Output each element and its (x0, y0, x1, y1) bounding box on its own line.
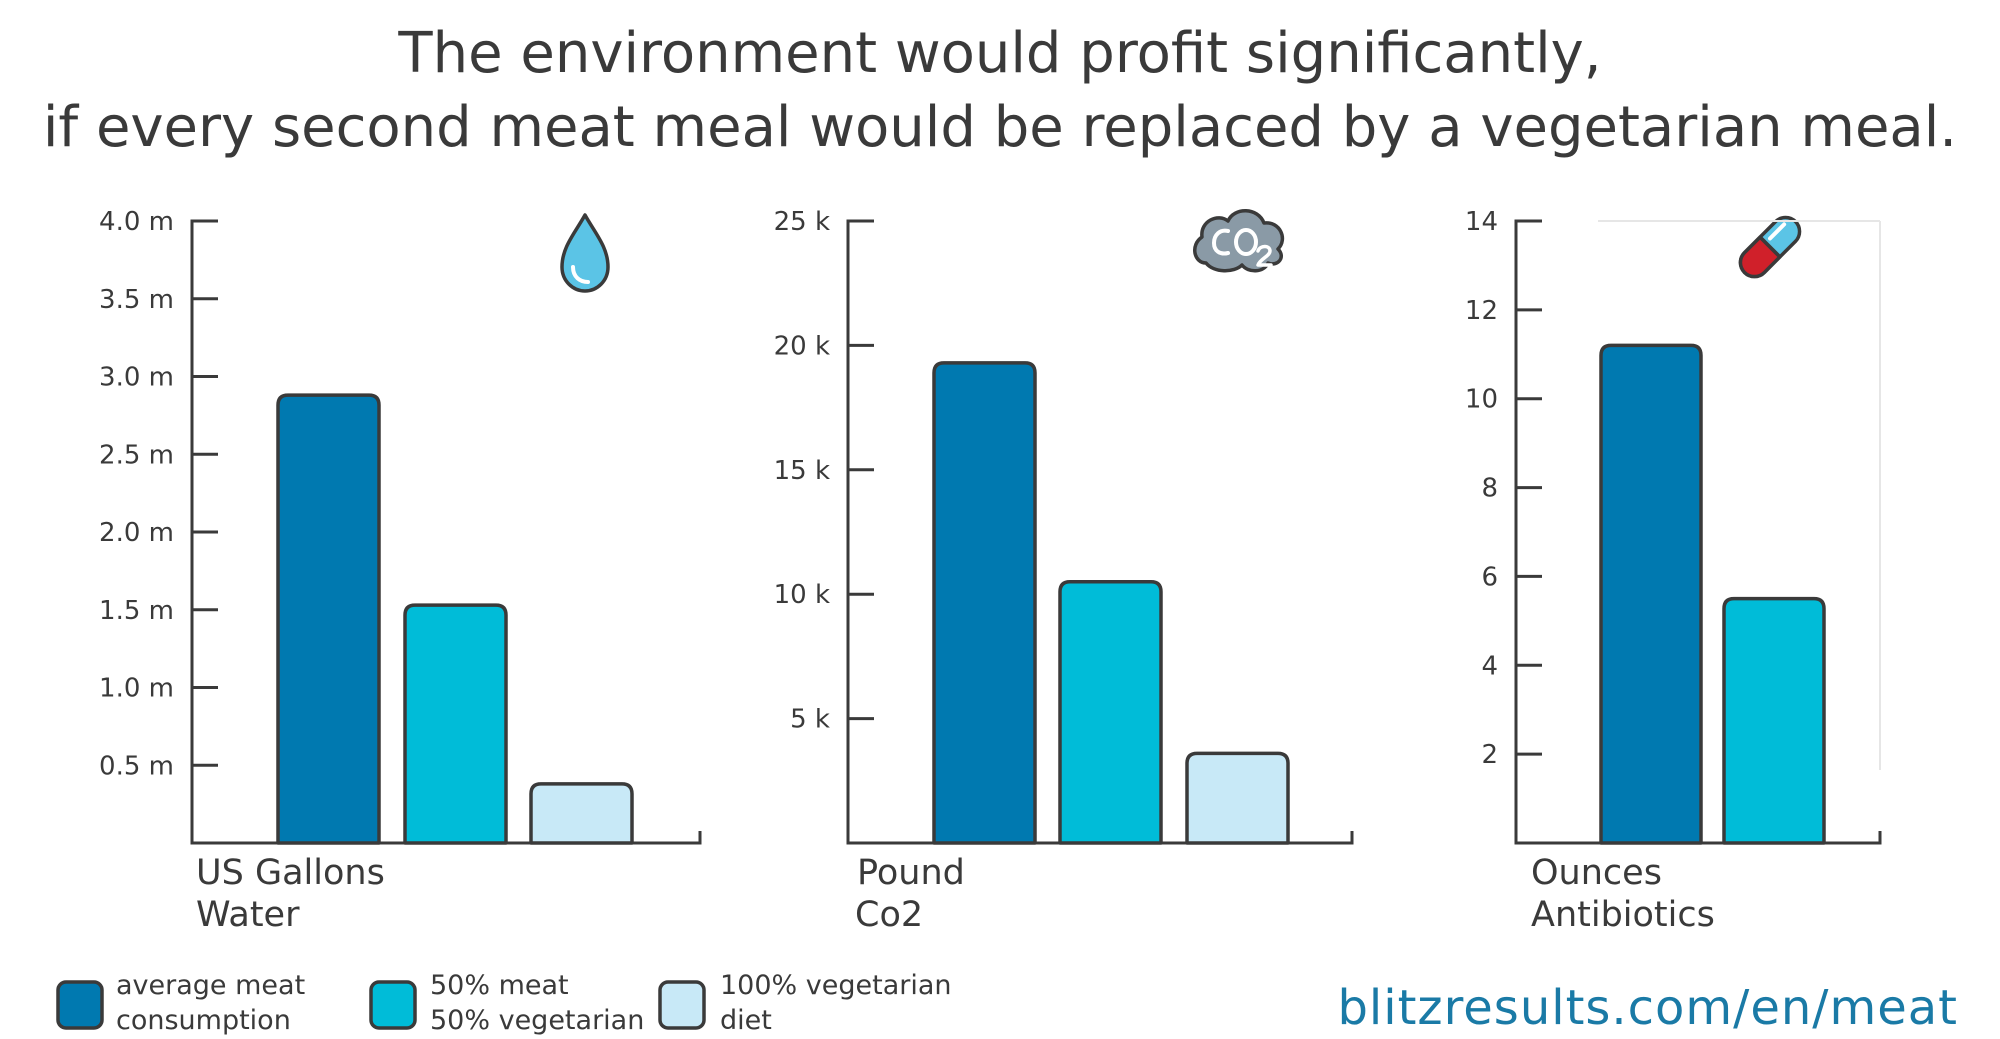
chart-title-line-1: The environment would profit significant… (397, 21, 1601, 86)
antibiotics-y-tick-label: 14 (1465, 207, 1498, 237)
antibiotics-y-tick-label: 2 (1481, 740, 1498, 770)
water-y-tick-label: 2.0 m (99, 518, 174, 548)
co2-y-tick-label: 20 k (774, 331, 830, 361)
water-y-tick-label: 1.0 m (99, 674, 174, 704)
source-link[interactable]: blitzresults.com/en/meat (1337, 980, 1958, 1036)
co2-bar-average-meat (932, 361, 1037, 845)
water-y-tick-label: 1.5 m (99, 596, 174, 626)
co2-y-tick-label: 15 k (774, 456, 830, 486)
antibiotics-y-tick-label: 10 (1465, 385, 1498, 415)
co2-bar-half-meat (1058, 580, 1163, 845)
legend-item-vegetarian: 100% vegetarian diet (658, 970, 952, 1036)
legend-label-half-meat-line-2: 50% vegetarian (430, 1005, 644, 1036)
co2-y-tick-label: 25 k (774, 207, 830, 237)
co2-category-label: Co2 (855, 895, 923, 935)
pill-icon (1738, 215, 1802, 279)
legend-label-average-meat-line-2: consumption (116, 1005, 291, 1036)
co2-chart: Pound Co2 5 k 10 k 15 k 20 k 25 k (774, 207, 1354, 935)
co2-bar-vegetarian (1185, 751, 1290, 845)
legend-swatch-average-meat (56, 980, 104, 1030)
co2-y-tick-label: 10 k (774, 580, 830, 610)
water-bar-half-meat (403, 603, 508, 845)
antibiotics-category-label: Antibiotics (1531, 895, 1715, 935)
antibiotics-chart: Ounces Antibiotics 2 4 6 8 10 12 14 (1465, 207, 1882, 935)
water-bar-average-meat (276, 393, 381, 845)
water-y-tick-label: 0.5 m (99, 751, 174, 781)
co2-y-tick-label: 5 k (790, 705, 830, 735)
co2-cloud-icon (1193, 209, 1285, 273)
water-chart: US Gallons Water 0.5 m 1.0 m 1.5 m 2.0 m 2.5… (99, 207, 702, 935)
legend-label-vegetarian-line-1: 100% vegetarian (720, 970, 952, 1001)
legend-label-average-meat-line-1: average meat (116, 970, 305, 1001)
antibiotics-y-tick-label: 8 (1481, 474, 1498, 504)
legend-swatch-half-meat (369, 980, 417, 1030)
legend-item-half-meat: 50% meat 50% vegetarian (369, 970, 644, 1036)
antibiotics-bar-half-meat (1722, 596, 1826, 845)
water-bar-vegetarian (529, 782, 634, 845)
water-y-tick-label: 3.0 m (99, 363, 174, 393)
legend-label-half-meat-line-1: 50% meat (430, 970, 569, 1001)
water-y-tick-label: 4.0 m (99, 207, 174, 237)
legend-label-vegetarian-line-2: diet (720, 1005, 772, 1036)
antibiotics-y-tick-label: 4 (1481, 651, 1498, 681)
antibiotics-unit-label: Ounces (1531, 853, 1662, 893)
antibiotics-bar-average-meat (1599, 343, 1703, 845)
water-unit-label: US Gallons (196, 853, 385, 893)
water-drop-icon (560, 213, 610, 293)
water-category-label: Water (196, 895, 300, 935)
antibiotics-y-tick-label: 6 (1481, 562, 1498, 592)
chart-title-line-2: if every second meat meal would be repla… (43, 95, 1957, 160)
legend-swatch-vegetarian (658, 980, 706, 1030)
legend-item-average-meat: average meat consumption (56, 970, 305, 1036)
co2-unit-label: Pound (857, 853, 965, 893)
water-y-tick-label: 3.5 m (99, 285, 174, 315)
antibiotics-y-tick-label: 12 (1465, 296, 1498, 326)
water-y-tick-label: 2.5 m (99, 440, 174, 470)
legend: average meat consumption 50% meat 50% ve… (56, 970, 952, 1036)
